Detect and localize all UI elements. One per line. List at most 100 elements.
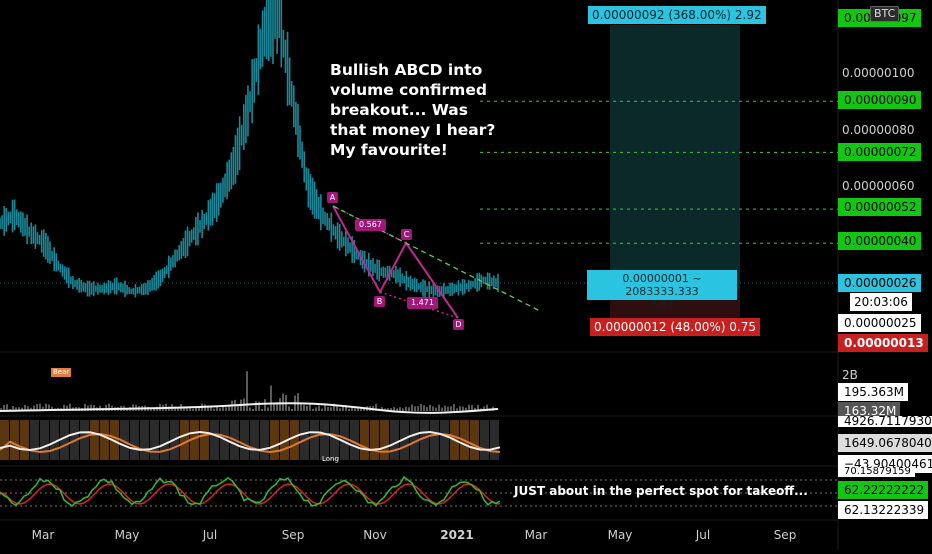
osc1-bar bbox=[270, 420, 279, 460]
osc1-bar bbox=[440, 420, 449, 460]
volume-bar bbox=[387, 408, 389, 411]
volume-bar bbox=[351, 407, 353, 411]
volume-bar bbox=[288, 406, 290, 411]
osc1-bar bbox=[390, 420, 399, 460]
target-tag-2: 0.00000072 bbox=[838, 143, 921, 161]
x-tick: Mar bbox=[31, 528, 55, 542]
volume-bar bbox=[51, 406, 53, 411]
osc1-bar bbox=[150, 420, 159, 460]
volume-bar bbox=[411, 404, 413, 411]
osc1-bar bbox=[430, 420, 439, 460]
profit-zone bbox=[610, 25, 740, 289]
volume-bar bbox=[303, 404, 305, 411]
osc1-signal bbox=[0, 432, 501, 454]
osc1-bar bbox=[280, 420, 289, 460]
osc1-bar bbox=[410, 420, 419, 460]
volume-bar bbox=[375, 403, 377, 411]
osc1-bar bbox=[420, 420, 429, 460]
volume-bar bbox=[468, 404, 470, 411]
osc1-bar bbox=[80, 420, 89, 460]
volume-bar bbox=[261, 408, 263, 411]
volume-bar bbox=[450, 406, 452, 411]
volume-bar bbox=[177, 408, 179, 411]
volume-bar bbox=[429, 404, 431, 411]
price-tick: 0.00000100 bbox=[842, 66, 915, 80]
x-tick: Sep bbox=[773, 528, 797, 542]
osc1-top-tag: 4926.71179301 bbox=[838, 416, 932, 427]
volume-bar bbox=[192, 408, 194, 411]
volume-bar bbox=[342, 405, 344, 411]
volume-bar bbox=[195, 407, 197, 411]
volume-bar bbox=[459, 406, 461, 411]
volume-bar bbox=[423, 405, 425, 411]
osc1-mid-tag: 1649.06780401 bbox=[838, 434, 932, 452]
volume-bar bbox=[276, 402, 278, 411]
osc2-signal bbox=[0, 483, 501, 505]
volume-bar bbox=[324, 405, 326, 411]
symbol-badge[interactable]: BTC bbox=[870, 6, 900, 22]
volume-bar bbox=[402, 408, 404, 411]
volume-bar bbox=[420, 404, 422, 411]
x-tick: May bbox=[114, 528, 140, 542]
volume-bar bbox=[87, 405, 89, 411]
volume-bar bbox=[90, 404, 92, 411]
volume-bar bbox=[291, 408, 293, 411]
pattern-point-a: A bbox=[327, 192, 338, 203]
volume-bar bbox=[48, 404, 50, 411]
volume-bar bbox=[336, 405, 338, 411]
caption-line: volume confirmed bbox=[330, 81, 487, 99]
volume-bar bbox=[477, 404, 479, 411]
volume-bar bbox=[213, 408, 215, 411]
osc1-bar bbox=[350, 420, 359, 460]
osc1-bar bbox=[480, 420, 489, 460]
x-tick: Mar bbox=[524, 528, 548, 542]
osc1-bar bbox=[490, 420, 499, 460]
osc1-bar bbox=[10, 420, 19, 460]
volume-bar bbox=[84, 403, 86, 411]
volume-bar bbox=[363, 407, 365, 411]
osc1-bar bbox=[380, 420, 389, 460]
volume-bar bbox=[396, 408, 398, 411]
volume-bar bbox=[216, 406, 218, 411]
volume-bar bbox=[186, 407, 188, 411]
target-tag-1: 0.00000090 bbox=[838, 91, 921, 109]
volume-bar bbox=[42, 406, 44, 411]
countdown-tag: 20:03:06 bbox=[850, 293, 912, 311]
volume-panel bbox=[0, 371, 499, 414]
volume-bar bbox=[447, 406, 449, 411]
abcd-legs bbox=[332, 205, 459, 319]
volume-bar bbox=[267, 407, 269, 411]
volume-bar bbox=[435, 407, 437, 411]
osc1-bar bbox=[470, 420, 479, 460]
volume-bar bbox=[330, 407, 332, 411]
volume-bar bbox=[198, 407, 200, 411]
x-tick: Jul bbox=[202, 528, 218, 542]
volume-bar bbox=[93, 405, 95, 411]
volume-bar bbox=[327, 406, 329, 411]
volume-bar bbox=[300, 404, 302, 411]
osc1-bar bbox=[310, 420, 319, 460]
caption-line: that money I hear? bbox=[330, 121, 496, 139]
osc1-bar bbox=[130, 420, 139, 460]
osc1-bar bbox=[90, 420, 99, 460]
osc1-bar bbox=[50, 420, 59, 460]
osc1-bar bbox=[120, 420, 129, 460]
osc1-bar bbox=[180, 420, 189, 460]
volume-bar bbox=[354, 408, 356, 411]
osc1-bar bbox=[240, 420, 249, 460]
osc1-bar bbox=[60, 420, 69, 460]
pattern-point-d: D bbox=[453, 319, 464, 330]
volume-bar bbox=[345, 405, 347, 411]
volume-bar bbox=[408, 407, 410, 411]
volume-bar bbox=[33, 405, 35, 411]
osc1-bar bbox=[200, 420, 209, 460]
volume-bar bbox=[6, 404, 8, 411]
x-tick: Sep bbox=[281, 528, 305, 542]
osc1-bar bbox=[0, 420, 9, 460]
osc1-bar bbox=[20, 420, 29, 460]
measure-center-line: 7.67 bbox=[649, 298, 675, 311]
price-series bbox=[0, 0, 499, 299]
osc1-bar bbox=[40, 420, 49, 460]
volume-bar bbox=[438, 404, 440, 411]
